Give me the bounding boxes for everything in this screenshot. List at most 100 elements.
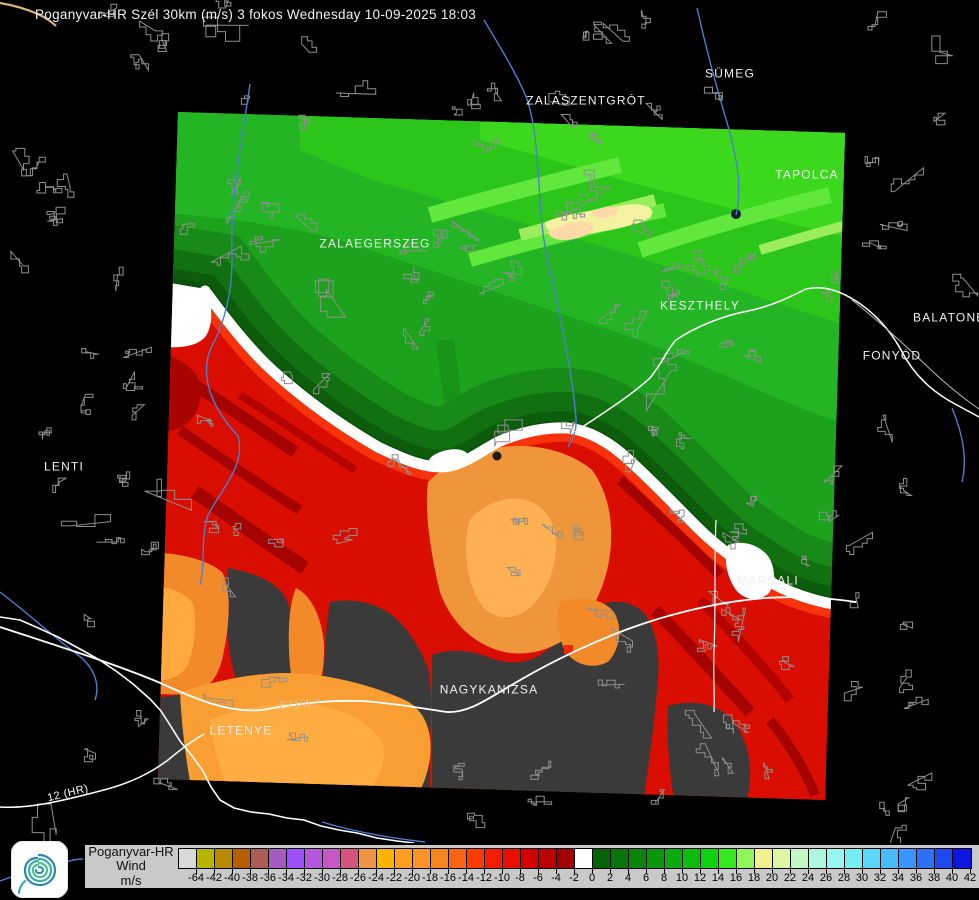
city-label: TAPOLCA [775,167,839,182]
legend-tick [232,869,233,874]
village-outline [879,801,890,816]
village-outline [548,90,570,106]
legend-swatch [593,849,611,868]
legend-swatch [503,849,521,868]
village-outline [746,495,757,507]
city-label: SÜMEG [704,66,756,81]
legend-tick [916,869,917,874]
village-outline [295,214,318,232]
village-outline [899,621,913,630]
legend-tick-label: 24 [801,872,815,884]
village-outline [897,797,911,813]
legend-tick-label: 40 [945,872,959,884]
legend-swatch [701,849,719,868]
legend-tick [304,869,305,874]
legend-tick-label: 0 [588,872,596,884]
village-outline [387,454,413,475]
village-outline [890,166,924,193]
village-outline [451,106,463,116]
legend-tick [466,869,467,874]
village-outline [588,131,602,145]
village-outline [830,270,840,284]
village-outline [712,269,728,290]
legend-tick-label: 22 [783,872,797,884]
village-outline [131,404,146,421]
village-outline [510,517,528,525]
city-label: ZALASZENTGRÓT [526,93,646,108]
legend-tick-label: 38 [927,872,941,884]
village-outline [730,523,747,542]
village-outline [693,250,711,275]
legend-tick-label: -42 [206,872,222,884]
village-outline [459,245,478,252]
village-outline [731,607,747,643]
village-outline [695,743,720,777]
legend-tick [628,869,629,874]
village-outline [733,720,750,733]
village-outline [261,676,287,688]
legend-tick-label: -36 [260,872,276,884]
legend-swatch [287,849,305,868]
legend-tick [808,869,809,874]
legend-swatch [953,849,971,868]
village-outline [647,425,659,437]
legend-tick-label: 14 [711,872,725,884]
legend-tick [502,869,503,874]
city-label: FONYÓD [862,348,922,363]
village-outline [399,243,428,255]
legend-tick-label: -22 [386,872,402,884]
village-outline [931,35,953,65]
zero-isodop-band [158,278,845,615]
village-outline [560,114,578,129]
legend-tick [538,869,539,874]
legend-tick-label: 32 [873,872,887,884]
village-outline [703,86,723,101]
legend-swatch [233,849,251,868]
village-outline [801,555,810,567]
village-outline [684,709,713,739]
village-outline [669,508,686,523]
legend-swatch [629,849,647,868]
legend-tick-label: -24 [368,872,384,884]
legend-tick [700,869,701,874]
village-outline [818,510,841,523]
legend-swatch [845,849,863,868]
legend-swatch [269,849,287,868]
legend-tick-label: -34 [278,872,294,884]
legend-tick [430,869,431,874]
legend-tick [214,869,215,874]
village-outline [139,20,164,42]
village-outline [232,522,242,536]
legend-tick [772,869,773,874]
village-outline [824,465,844,485]
app-logo [11,841,68,898]
legend-swatch [323,849,341,868]
legend-tick-label: -2 [569,872,579,884]
legend-tick [952,869,953,874]
legend-tick-label: 42 [963,872,977,884]
village-outline [227,176,241,194]
village-outline [203,16,249,42]
legend-swatch [521,849,539,868]
village-outline [721,607,743,621]
village-outline [554,209,568,221]
village-outline [268,538,284,548]
legend-tick [448,869,449,874]
legend-tick-label: 8 [660,872,668,884]
legend-tick [520,869,521,874]
village-outline [899,669,913,694]
road-fonyod [574,287,979,433]
legend-tick-label: 16 [729,872,743,884]
legend-tick-label: 18 [747,872,761,884]
legend-swatch [305,849,323,868]
village-outline [249,236,281,253]
village-outline [567,169,612,216]
legend-tick-label: 4 [624,872,632,884]
legend-tick [556,869,557,874]
legend-tick-label: -64 [188,872,204,884]
village-outline [123,371,144,391]
village-outline [530,760,552,780]
village-outline [903,696,929,709]
legend-parameter: Wind [116,858,146,874]
